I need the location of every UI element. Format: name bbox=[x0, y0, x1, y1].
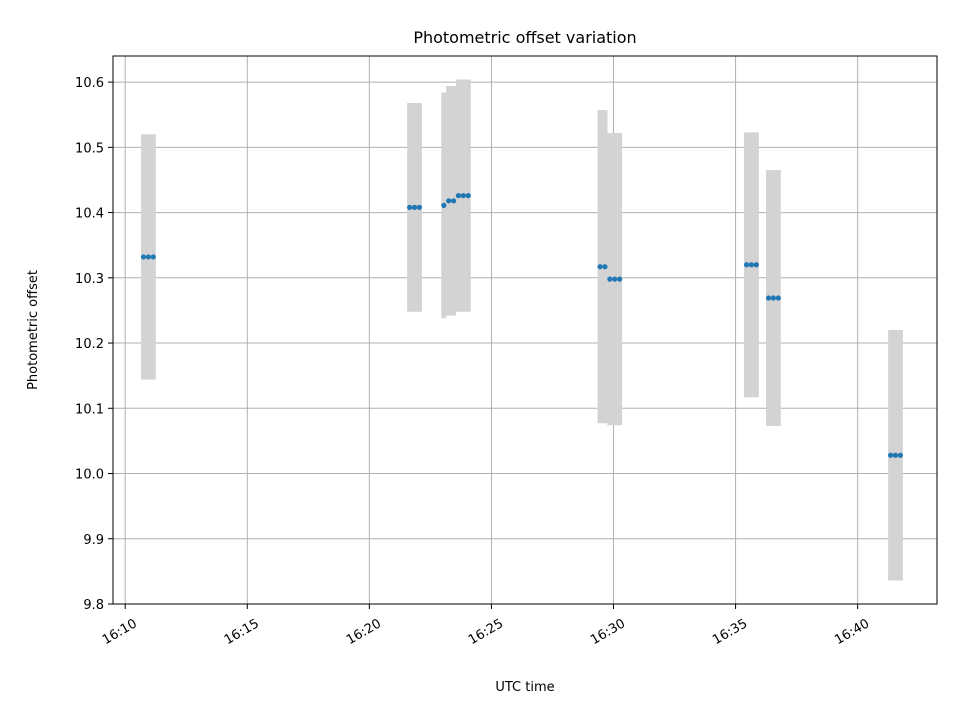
data-point bbox=[602, 264, 608, 270]
data-point bbox=[765, 295, 772, 301]
data-point bbox=[465, 193, 471, 199]
y-tick-label: 10.4 bbox=[75, 207, 104, 222]
data-point bbox=[455, 193, 462, 199]
data-point bbox=[748, 262, 755, 268]
y-tick-label: 9.8 bbox=[83, 598, 104, 613]
data-point bbox=[150, 254, 156, 260]
y-tick-label: 10.6 bbox=[75, 76, 104, 91]
data-point bbox=[416, 204, 423, 210]
data-points bbox=[140, 193, 903, 458]
data-point bbox=[145, 254, 152, 260]
data-point bbox=[460, 193, 466, 199]
data-point bbox=[892, 452, 899, 458]
data-point bbox=[597, 264, 603, 270]
x-axis-label: UTC time bbox=[495, 680, 554, 695]
plot-frame bbox=[112, 55, 938, 605]
y-tick-label: 10.1 bbox=[75, 402, 104, 417]
data-point bbox=[888, 452, 894, 458]
data-point bbox=[411, 204, 418, 210]
data-point bbox=[450, 198, 457, 204]
y-tick-label: 10.5 bbox=[75, 141, 104, 156]
data-point bbox=[607, 276, 613, 282]
data-point bbox=[617, 276, 623, 282]
y-axis-ticks: 9.8 9.9 10.0 10.1 10.2 10.3 10.4 10.5 10.6 bbox=[75, 76, 113, 613]
data-point bbox=[743, 262, 750, 268]
data-point bbox=[441, 202, 447, 208]
chart-title: Photometric offset variation bbox=[413, 28, 636, 47]
data-point bbox=[446, 198, 452, 204]
y-tick-label: 10.0 bbox=[75, 468, 104, 483]
data-point bbox=[612, 276, 618, 282]
y-tick-label: 10.2 bbox=[75, 337, 104, 352]
data-point bbox=[775, 295, 781, 301]
y-tick-label: 9.9 bbox=[83, 533, 104, 548]
data-point bbox=[407, 204, 413, 210]
y-axis-label: Photometric offset bbox=[26, 270, 41, 390]
data-point bbox=[753, 262, 759, 268]
y-tick-label: 10.3 bbox=[75, 272, 104, 287]
data-point bbox=[140, 254, 147, 260]
data-point bbox=[770, 295, 777, 301]
data-point bbox=[897, 452, 903, 458]
